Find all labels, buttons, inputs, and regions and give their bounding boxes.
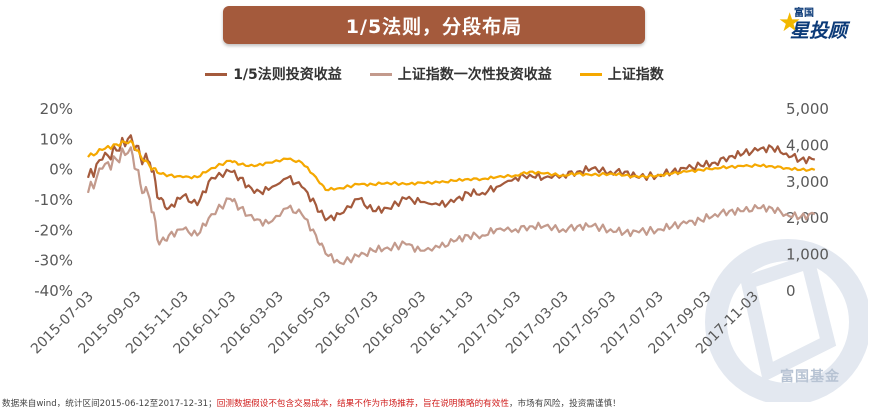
left-axis-tick: -20% bbox=[34, 221, 73, 239]
right-axis-tick: 4,000 bbox=[786, 136, 829, 154]
left-axis-tick: -10% bbox=[34, 191, 73, 209]
brand-logo: ★ 富国 星投顾 bbox=[776, 2, 866, 46]
brand-main-text: 星投顾 bbox=[790, 20, 848, 42]
footer-prefix: 数据来自wind，统计区间2015-06-12至2017-12-31； bbox=[2, 399, 217, 409]
legend-label-index: 上证指数 bbox=[607, 67, 664, 83]
footer-note: 数据来自wind，统计区间2015-06-12至2017-12-31；回测数据假… bbox=[2, 397, 621, 409]
right-axis-tick: 5,000 bbox=[786, 100, 829, 118]
watermark-text: 富国基金 bbox=[780, 369, 840, 385]
footer-suffix: ，市场有风险，投资需谨慎！ bbox=[508, 399, 621, 409]
left-axis-tick: -40% bbox=[34, 282, 73, 300]
left-axis-tick: -30% bbox=[34, 252, 73, 270]
legend-label-lump: 上证指数一次性投资收益 bbox=[397, 67, 552, 83]
line-shanghai-index bbox=[87, 139, 816, 192]
left-axis-tick: 0% bbox=[49, 161, 73, 179]
legend-swatch-rule bbox=[205, 72, 228, 76]
right-axis-tick: 3,000 bbox=[786, 173, 829, 191]
line-rule-return bbox=[86, 134, 816, 222]
brand-small-text: 富国 bbox=[794, 8, 814, 19]
left-axis-tick: 10% bbox=[40, 130, 73, 148]
chart-title: 1/5法则，分段布局 bbox=[345, 15, 523, 38]
legend-item-index: 上证指数 bbox=[579, 64, 664, 84]
legend-item-rule: 1/5法则投资收益 bbox=[205, 64, 342, 84]
legend-item-lump: 上证指数一次性投资收益 bbox=[369, 64, 552, 84]
line-lump-sum-return bbox=[86, 146, 816, 266]
legend-swatch-index bbox=[579, 72, 602, 76]
chart-legend: 1/5法则投资收益 上证指数一次性投资收益 上证指数 bbox=[0, 64, 869, 84]
left-axis-tick: 20% bbox=[40, 100, 73, 118]
right-axis-tick: 0 bbox=[786, 282, 796, 300]
fund-logo-watermark bbox=[705, 239, 868, 402]
star-icon: ★ bbox=[778, 8, 802, 38]
legend-swatch-lump bbox=[369, 72, 392, 76]
footer-warning: 回测数据假设不包含交易成本，结果不作为市场推荐，旨在说明策略的有效性 bbox=[216, 399, 509, 409]
chart-title-banner: 1/5法则，分段布局 bbox=[223, 6, 645, 44]
legend-label-rule: 1/5法则投资收益 bbox=[233, 67, 342, 83]
right-axis-tick: 1,000 bbox=[786, 246, 829, 264]
